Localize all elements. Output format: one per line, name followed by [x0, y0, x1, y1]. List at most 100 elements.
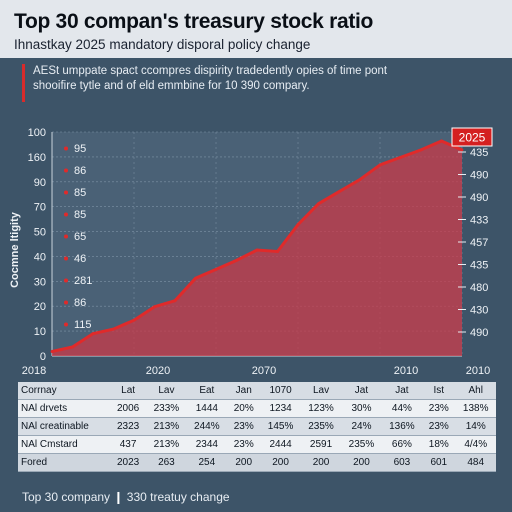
highlight-badge [451, 127, 493, 147]
y-tick-label: 70 [34, 202, 46, 214]
chart-subtitle: Ihnastkay 2025 mandatory disporal policy… [14, 37, 311, 52]
table-header-cell: Jan [227, 382, 261, 400]
data-point [153, 305, 156, 309]
table-cell: 20% [227, 399, 261, 418]
table-cell: 23% [227, 435, 261, 454]
right-label: 430 [470, 305, 488, 317]
data-point [296, 223, 300, 226]
table-cell: 244% [186, 417, 228, 436]
footer-caption: Top 30 company ❙ 330 treatuy change [22, 490, 230, 504]
inner-left-label: 281 [74, 275, 92, 287]
inner-label-dot [64, 146, 68, 151]
table-cell: 2344 [186, 435, 228, 454]
data-point [194, 276, 197, 280]
inner-label-dot [64, 190, 68, 195]
right-label: 435 [470, 147, 488, 159]
table-cell: 213% [146, 435, 187, 454]
table-cell: 66% [381, 435, 423, 454]
x-tick-label: 2010 [394, 365, 418, 377]
table-cell: 4/4% [455, 435, 496, 454]
y-tick-label: 100 [28, 127, 46, 139]
table-cell: 235% [300, 417, 342, 436]
data-point [91, 332, 95, 335]
table-header-cell: Ist [422, 382, 456, 400]
annotation-note: AESt umppate spact ccompres dispirity tr… [22, 64, 493, 102]
data-point [358, 178, 361, 182]
table-cell: 601 [422, 453, 456, 472]
data-point [460, 148, 464, 152]
x-tick-label: 2018 [22, 365, 46, 377]
table-cell: 2023 [110, 453, 147, 472]
y-tick-label: 10 [34, 326, 46, 338]
x-tick-label: 2010 [466, 365, 490, 377]
table-cell: 2323 [110, 417, 147, 436]
chart-title: Top 30 compan's treasury stock ratio [14, 10, 374, 33]
table-cell: NAl creatinable [18, 417, 110, 436]
table-cell: 23% [227, 417, 261, 436]
right-label: 490 [470, 192, 488, 204]
y-tick-label: 20 [34, 301, 46, 313]
table-cell: 123% [300, 399, 342, 418]
data-point [50, 350, 54, 353]
y-tick-label: 0 [40, 351, 46, 363]
table-cell: 200 [260, 453, 301, 472]
table-cell: 200 [341, 453, 382, 472]
y-axis-title: Cocmne ltigity [9, 211, 21, 288]
inner-label-dot [64, 278, 68, 283]
table-cell: 23% [422, 399, 456, 418]
table-row: NAl Cmstard 437 213% 2344 23% 2444 2591 235% 66%… [18, 435, 496, 454]
footer-right: 330 treatuy change [126, 490, 230, 504]
area-chart: 1001609070504030201009586858565462818611… [9, 127, 493, 377]
table-header-row: Corrnay Lat Lav Eat Jan 1070 Lav Jat Jat Ist Ahl [18, 382, 496, 400]
x-tick-label: 2070 [252, 365, 276, 377]
data-table: Corrnay Lat Lav Eat Jan 1070 Lav Jat Jat Ist Ahl N… [18, 382, 496, 472]
table-cell: 14% [455, 417, 496, 436]
table-cell: 437 [110, 435, 147, 454]
inner-label-dot [64, 256, 68, 261]
inner-left-label: 86 [74, 297, 86, 309]
inner-left-label: 85 [74, 209, 86, 221]
right-label: 457 [470, 237, 488, 249]
table-cell: 23% [422, 417, 456, 436]
data-point [132, 318, 136, 322]
right-label: 490 [470, 170, 488, 182]
footer-left: Top 30 company [22, 490, 111, 504]
table-header-cell: Lav [146, 382, 187, 400]
x-tick-label: 2020 [146, 365, 170, 377]
data-point [276, 250, 279, 253]
table-cell: 200 [227, 453, 261, 472]
table-cell: 24% [341, 417, 382, 436]
table-cell: 213% [146, 417, 187, 436]
inner-left-label: 65 [74, 231, 86, 243]
inner-left-label: 95 [74, 143, 86, 155]
table-cell: 136% [381, 417, 423, 436]
table-cell: 233% [146, 399, 187, 418]
table-header-cell: Jat [341, 382, 382, 400]
table-cell: 2591 [300, 435, 342, 454]
data-point [214, 267, 218, 271]
inner-left-label: 46 [74, 253, 86, 265]
table-cell: 1234 [260, 399, 301, 418]
table-header-cell: Eat [186, 382, 228, 400]
table-cell: 263 [146, 453, 187, 472]
table-cell: 44% [381, 399, 423, 418]
table-cell: NAl drvets [18, 399, 110, 418]
table-cell: 138% [455, 399, 496, 418]
data-point [317, 202, 320, 206]
right-label: 433 [470, 215, 488, 227]
table-cell: 145% [260, 417, 301, 436]
data-point [235, 259, 238, 262]
series-area [52, 141, 462, 356]
inner-left-label: 85 [74, 187, 86, 199]
inner-label-dot [64, 322, 68, 327]
data-point [71, 345, 74, 349]
table-cell: 254 [186, 453, 228, 472]
data-point [337, 190, 341, 194]
data-point [419, 148, 423, 152]
table-header-cell: Lat [110, 382, 147, 400]
chart-header: Top 30 compan's treasury stock ratio Ihn… [0, 0, 512, 58]
data-point [255, 248, 259, 252]
inner-left-label: 115 [74, 319, 92, 331]
table-row: NAl drvets 2006 233% 1444 20% 1234 123% 30% 44% 2… [18, 399, 496, 418]
inner-label-dot [64, 212, 68, 217]
